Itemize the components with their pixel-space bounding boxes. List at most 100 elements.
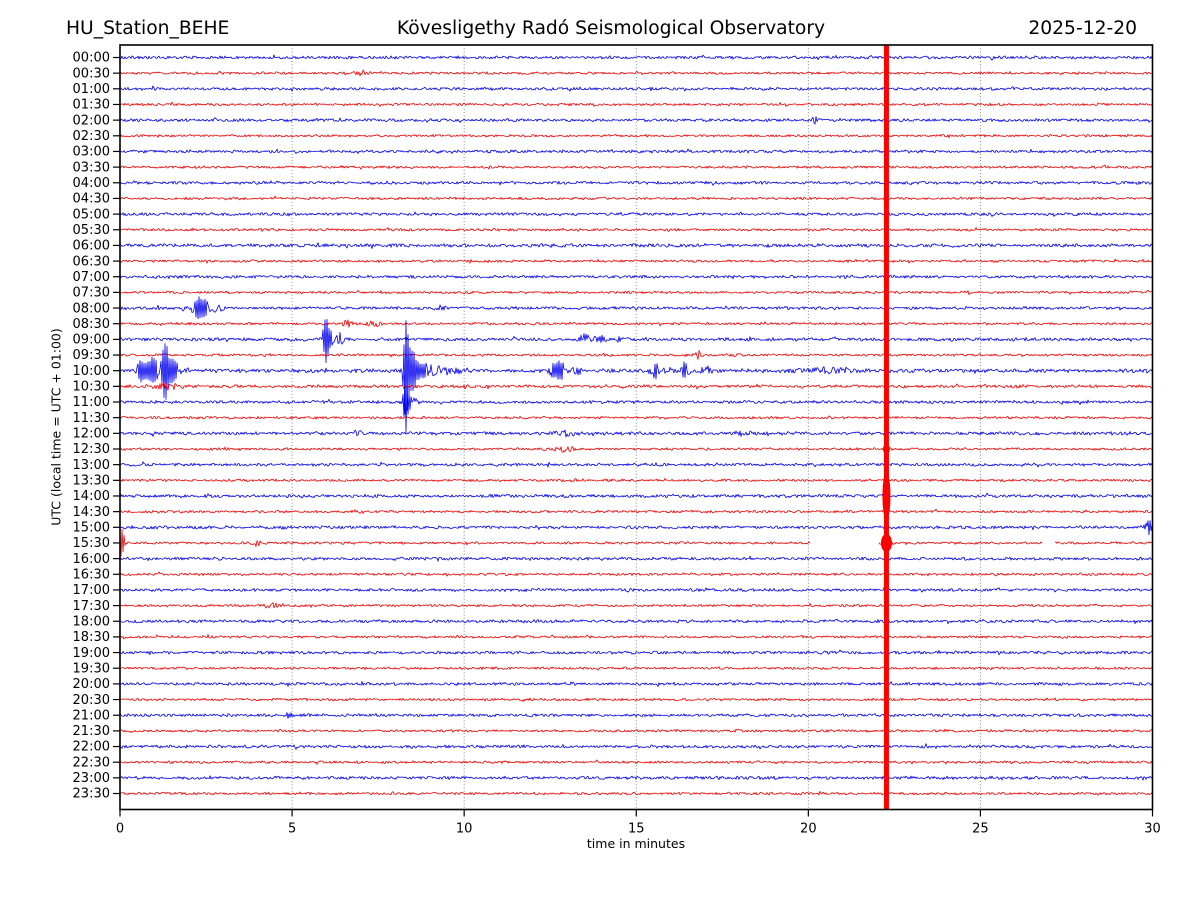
y-tick-label-13:30: 13:30 [73,474,110,489]
trace-row-14:30 [120,508,1153,514]
trace-row-13:30 [120,477,1153,483]
trace-row-19:30 [120,666,1153,671]
y-tick-label-20:00: 20:00 [73,677,110,692]
trace-row-03:30 [120,164,1153,170]
y-tick-label-22:30: 22:30 [73,755,110,770]
trace-row-19:00 [120,649,1153,656]
x-tick-label-5: 5 [288,822,296,837]
y-tick-label-11:00: 11:00 [73,395,110,410]
y-tick-label-18:00: 18:00 [73,614,110,629]
y-tick-label-10:00: 10:00 [73,364,110,379]
y-tick-label-09:00: 09:00 [73,333,110,348]
date-label: 2025-12-20 [1028,18,1137,39]
y-tick-label-02:30: 02:30 [73,129,110,144]
trace-row-20:00 [120,681,1153,687]
y-tick-label-23:00: 23:00 [73,771,110,786]
y-tick-label-04:30: 04:30 [73,192,110,207]
y-tick-label-02:00: 02:00 [73,113,110,128]
x-tick-label-25: 25 [972,822,989,837]
trace-row-04:00 [120,180,1153,186]
y-tick-label-11:30: 11:30 [73,411,110,426]
x-tick-label-15: 15 [628,822,645,837]
trace-row-07:00 [120,274,1153,280]
y-tick-label-05:00: 05:00 [73,207,110,222]
y-tick-label-05:30: 05:30 [73,223,110,238]
y-tick-label-00:30: 00:30 [73,66,110,81]
y-tick-label-07:00: 07:00 [73,270,110,285]
trace-row-08:00 [120,296,1153,320]
trace-row-10:00 [120,320,1153,415]
trace-row-05:00 [120,211,1153,217]
y-axis-label: UTC (local time = UTC + 01:00) [48,328,64,526]
x-tick-label-20: 20 [800,822,817,837]
y-tick-label-21:00: 21:00 [73,708,110,723]
y-tick-label-13:00: 13:00 [73,458,110,473]
trace-row-06:30 [120,258,1153,264]
trace-row-18:00 [120,618,1153,625]
y-tick-label-21:30: 21:30 [73,724,110,739]
y-tick-label-17:30: 17:30 [73,599,110,614]
trace-row-12:30 [120,446,1153,453]
trace-row-21:00 [120,712,1153,719]
marker-blob-14:00 [882,471,891,520]
trace-row-17:00 [120,586,1153,593]
trace-row-23:30 [120,790,1153,796]
trace-row-22:30 [120,759,1153,765]
x-tick-label-0: 0 [116,822,124,837]
y-tick-label-23:30: 23:30 [73,787,110,802]
y-tick-label-19:30: 19:30 [73,661,110,676]
trace-row-11:00 [120,375,1153,433]
y-tick-label-16:00: 16:00 [73,552,110,567]
y-tick-label-03:30: 03:30 [73,160,110,175]
trace-row-15:00 [120,520,1153,536]
trace-row-03:00 [120,148,1153,154]
x-tick-label-10: 10 [456,822,473,837]
y-tick-label-10:30: 10:30 [73,380,110,395]
y-tick-label-01:00: 01:00 [73,82,110,97]
trace-row-06:00 [120,242,1153,249]
marker-blob-15:30 [880,533,892,552]
trace-row-09:30 [120,350,1153,360]
y-tick-label-01:30: 01:30 [73,98,110,113]
trace-row-12:00 [120,429,1153,438]
station-title: HU_Station_BEHE [66,18,230,39]
trace-row-15:30 [120,528,1153,557]
marker-blob-12:30 [882,444,890,454]
trace-row-09:00 [120,319,1153,363]
y-tick-label-03:00: 03:00 [73,145,110,160]
y-tick-label-17:00: 17:00 [73,583,110,598]
y-tick-label-07:30: 07:30 [73,286,110,301]
y-tick-label-00:00: 00:00 [73,51,110,66]
trace-row-13:00 [120,461,1153,468]
y-axis-ticks: 00:0000:3001:0001:3002:0002:3003:0003:30… [73,51,120,802]
x-tick-label-30: 30 [1144,822,1161,837]
trace-row-17:30 [120,602,1153,609]
y-tick-label-20:30: 20:30 [73,693,110,708]
trace-row-21:30 [120,728,1153,733]
trace-row-16:00 [120,555,1153,562]
trace-row-00:00 [120,54,1153,61]
trace-row-20:30 [120,697,1153,702]
y-tick-label-08:00: 08:00 [73,301,110,316]
trace-row-02:30 [120,133,1153,139]
trace-rows [120,54,1153,796]
x-axis-label: time in minutes [586,836,686,851]
y-tick-label-22:00: 22:00 [73,740,110,755]
y-tick-label-15:00: 15:00 [73,521,110,536]
trace-row-05:30 [120,227,1153,232]
observatory-title: Kövesligethy Radó Seismological Observat… [396,18,826,39]
gridlines [291,45,981,810]
y-tick-label-06:00: 06:00 [73,239,110,254]
trace-row-08:30 [120,319,1153,328]
y-tick-label-09:30: 09:30 [73,348,110,363]
trace-row-01:30 [120,101,1153,107]
trace-row-02:00 [120,116,1153,125]
x-axis-ticks: 0 5 10 15 20 25 30 [116,809,1161,837]
y-tick-label-08:30: 08:30 [73,317,110,332]
y-tick-label-04:00: 04:00 [73,176,110,191]
trace-row-22:00 [120,743,1153,750]
y-tick-label-18:30: 18:30 [73,630,110,645]
y-tick-label-14:30: 14:30 [73,505,110,520]
